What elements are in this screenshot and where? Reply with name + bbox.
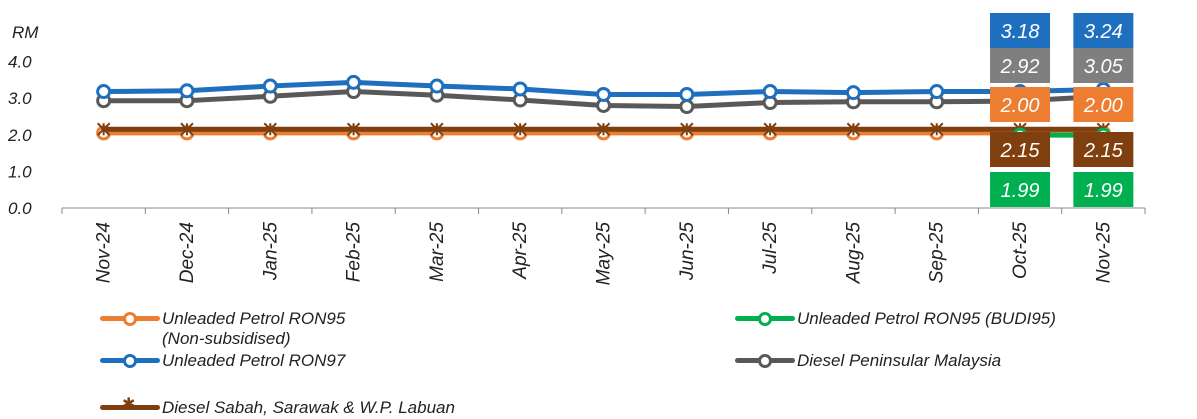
legend-swatch-diesel-sabah: ✱ <box>100 397 160 414</box>
legend-label-ron97: Unleaded Petrol RON97 <box>162 351 346 370</box>
data-point-unleaded-petrol-ron97-feb-25 <box>346 74 362 90</box>
x-tick-label-feb-25: Feb-25 <box>344 222 365 283</box>
data-label-nov-25-3: 2.15 <box>1083 140 1124 162</box>
data-label-oct-25-2-box <box>990 87 1051 122</box>
legend-circle-marker-icon <box>758 312 772 326</box>
data-point-unleaded-petrol-ron97-jul-25 <box>762 84 778 100</box>
data-label-oct-25-3-box <box>990 132 1051 167</box>
legend-circle-marker-icon <box>758 354 772 368</box>
data-point-unleaded-petrol-ron97-jun-25 <box>679 86 695 102</box>
data-point-diesel-sabah-sarawak-w-p-labuan-may-25 <box>596 122 611 136</box>
data-point-diesel-sabah-sarawak-w-p-labuan-jun-25 <box>680 122 694 136</box>
data-label-oct-25-4-box <box>990 172 1051 207</box>
legend-swatch-ron95-nonsubsidised <box>100 312 160 326</box>
data-point-diesel-sabah-sarawak-w-p-labuan-apr-25 <box>513 122 527 136</box>
legend-item-ron95-nonsubsidised: Unleaded Petrol RON95 (Non-subsidised) <box>100 309 345 349</box>
data-point-unleaded-petrol-ron97-mar-25 <box>429 78 445 94</box>
data-point-unleaded-petrol-ron97-may-25 <box>596 86 611 102</box>
data-point-unleaded-petrol-ron97-aug-25 <box>845 85 861 101</box>
x-tick-label-dec-24: Dec-24 <box>177 222 198 283</box>
x-tick-label-nov-25: Nov-25 <box>1093 222 1114 284</box>
data-point-unleaded-petrol-ron97-jan-25 <box>262 78 278 94</box>
data-point-diesel-sabah-sarawak-w-p-labuan-mar-25 <box>430 122 444 136</box>
data-label-oct-25-1: 2.92 <box>1000 56 1040 78</box>
y-axis-unit-label: RM <box>12 23 39 42</box>
legend-swatch-ron95-budi95 <box>735 312 795 326</box>
legend-item-ron95-budi95: Unleaded Petrol RON95 (BUDI95) <box>735 309 1056 329</box>
legend-item-diesel-peninsular: Diesel Peninsular Malaysia <box>735 351 1001 371</box>
y-tick-label-1: 1.0 <box>8 162 32 181</box>
data-point-diesel-sabah-sarawak-w-p-labuan-feb-25 <box>346 122 361 136</box>
data-label-oct-25-1-box <box>990 48 1051 83</box>
data-label-nov-25-1-box <box>1073 48 1134 83</box>
data-point-diesel-sabah-sarawak-w-p-labuan-aug-25 <box>846 122 861 136</box>
legend-swatch-ron97 <box>100 354 160 368</box>
x-tick-label-sep-25: Sep-25 <box>927 222 948 284</box>
data-label-nov-25-0-box <box>1073 13 1134 48</box>
data-label-oct-25-3: 2.15 <box>1000 140 1041 162</box>
legend-label-ron95-line2: (Non-subsidised) <box>162 329 291 348</box>
x-tick-label-apr-25: Apr-25 <box>510 222 531 280</box>
data-point-diesel-sabah-sarawak-w-p-labuan-nov-24 <box>96 122 111 136</box>
data-point-diesel-peninsular-malaysia-jun-25 <box>679 99 695 115</box>
y-tick-label-4: 4.0 <box>8 53 32 72</box>
legend-label-ron95-budi95: Unleaded Petrol RON95 (BUDI95) <box>797 309 1056 328</box>
x-tick-label-jul-25: Jul-25 <box>760 222 781 275</box>
legend-swatch-line <box>100 405 160 410</box>
y-tick-label-2: 2.0 <box>7 126 32 145</box>
x-tick-label-may-25: May-25 <box>594 222 615 286</box>
x-tick-label-nov-24: Nov-24 <box>94 222 115 283</box>
data-point-diesel-sabah-sarawak-w-p-labuan-dec-24 <box>180 122 194 136</box>
y-tick-label-3: 3.0 <box>8 89 32 108</box>
data-label-nov-25-4-box <box>1073 172 1134 207</box>
data-label-nov-25-1: 3.05 <box>1084 56 1124 78</box>
legend-item-ron97: Unleaded Petrol RON97 <box>100 351 345 371</box>
legend-label-ron95-nonsubsidised: Unleaded Petrol RON95 (Non-subsidised) <box>162 309 345 349</box>
data-label-oct-25-4: 1.99 <box>1001 180 1040 202</box>
legend-item-diesel-sabah: ✱ Diesel Sabah, Sarawak & W.P. Labuan <box>100 397 455 418</box>
data-label-nov-25-4: 1.99 <box>1084 180 1123 202</box>
x-tick-label-aug-25: Aug-25 <box>843 222 864 285</box>
data-label-oct-25-0-box <box>990 13 1051 48</box>
data-point-unleaded-petrol-ron97-nov-24 <box>96 84 112 100</box>
data-point-unleaded-petrol-ron97-sep-25 <box>929 84 945 100</box>
legend-circle-marker-icon <box>123 354 137 368</box>
data-label-nov-25-2-box <box>1073 87 1134 122</box>
data-point-unleaded-petrol-ron97-apr-25 <box>512 81 528 97</box>
data-point-diesel-sabah-sarawak-w-p-labuan-jul-25 <box>763 122 777 136</box>
legend-circle-marker-icon <box>123 312 137 326</box>
y-tick-label-0: 0.0 <box>8 199 32 218</box>
legend-star-marker-icon: ✱ <box>122 396 136 413</box>
legend-label-diesel-peninsular: Diesel Peninsular Malaysia <box>797 351 1002 370</box>
legend-label-ron95-line1: Unleaded Petrol RON95 <box>162 309 346 328</box>
data-point-diesel-sabah-sarawak-w-p-labuan-jan-25 <box>263 122 277 136</box>
x-tick-label-jun-25: Jun-25 <box>677 222 698 282</box>
x-tick-label-oct-25: Oct-25 <box>1010 222 1031 279</box>
data-label-nov-25-3-box <box>1073 132 1134 167</box>
data-label-nov-25-2: 2.00 <box>1083 95 1123 117</box>
data-point-diesel-sabah-sarawak-w-p-labuan-sep-25 <box>930 122 944 136</box>
legend-label-diesel-sabah: Diesel Sabah, Sarawak & W.P. Labuan <box>162 398 455 417</box>
data-label-nov-25-0: 3.24 <box>1084 21 1123 43</box>
data-point-unleaded-petrol-ron97-dec-24 <box>179 83 195 99</box>
data-label-oct-25-0: 3.18 <box>1001 21 1040 43</box>
legend-swatch-diesel-peninsular <box>735 354 795 368</box>
x-tick-label-mar-25: Mar-25 <box>427 222 448 282</box>
data-label-oct-25-2: 2.00 <box>1000 95 1040 117</box>
x-tick-label-jan-25: Jan-25 <box>260 222 281 282</box>
